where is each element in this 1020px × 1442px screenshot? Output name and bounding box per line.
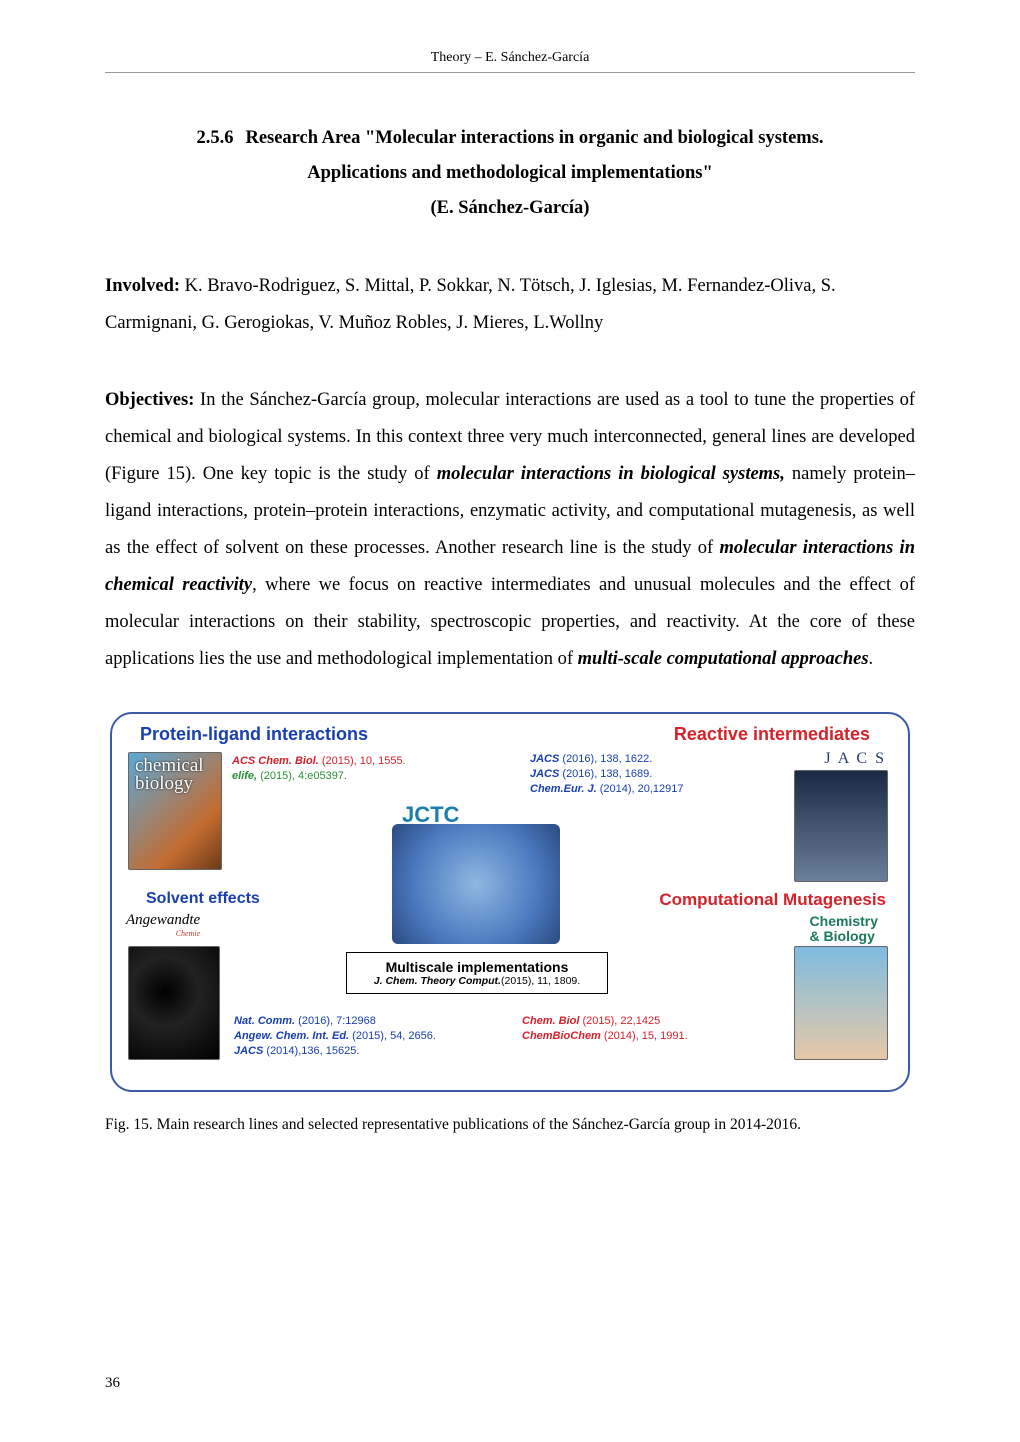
center-multiscale-box: Multiscale implementations J. Chem. Theo… xyxy=(346,952,608,994)
jacs-logo: J A C S xyxy=(824,750,886,768)
page-number: 36 xyxy=(105,1375,120,1392)
objectives-paragraph: Objectives: In the Sánchez-García group,… xyxy=(105,382,915,678)
objectives-emph3: multi-scale computational approaches xyxy=(578,649,869,669)
thumb-acs-chembiol-cover: chemicalbiology xyxy=(128,752,222,870)
refs-comp-mutagenesis: Chem. Biol (2015), 22,1425 ChemBioChem (… xyxy=(522,1014,688,1044)
section-title-line1: 2.5.6 Research Area "Molecular interactio… xyxy=(105,121,915,156)
center-box-title: Multiscale implementations xyxy=(357,959,597,975)
section-title-text1: Research Area "Molecular interactions in… xyxy=(245,128,823,148)
objectives-label: Objectives: xyxy=(105,390,194,410)
section-title-line3: (E. Sánchez-García) xyxy=(105,191,915,226)
refs-reactive: JACS (2016), 138, 1622. JACS (2016), 138… xyxy=(530,752,684,797)
figure-15-diagram: Protein-ligand interactions chemicalbiol… xyxy=(110,712,910,1092)
chemistry-biology-logo: Chemistry& Biology xyxy=(810,914,878,943)
running-header: Theory – E. Sánchez-García xyxy=(105,50,915,73)
involved-label: Involved: xyxy=(105,276,180,296)
involved-names: K. Bravo-Rodriguez, S. Mittal, P. Sokkar… xyxy=(105,276,836,333)
thumb-chembiol-cover xyxy=(794,946,888,1060)
refs-solvent: Nat. Comm. (2016), 7:12968 Angew. Chem. … xyxy=(234,1014,436,1059)
section-number: 2.5.6 xyxy=(196,121,233,156)
thumb-protein-structure xyxy=(392,824,560,944)
chembiology-logo: chemicalbiology xyxy=(135,757,204,793)
objectives-t6: . xyxy=(869,649,874,669)
fig-title-comp-mutagenesis: Computational Mutagenesis xyxy=(659,890,886,910)
thumb-angewandte-cover xyxy=(128,946,220,1060)
fig-title-reactive: Reactive intermediates xyxy=(674,724,870,745)
section-title: 2.5.6 Research Area "Molecular interactio… xyxy=(105,121,915,226)
fig-title-protein-ligand: Protein-ligand interactions xyxy=(140,724,368,745)
center-box-ref: J. Chem. Theory Comput.(2015), 11, 1809. xyxy=(357,975,597,987)
objectives-emph1: molecular interactions in biological sys… xyxy=(437,464,785,484)
section-title-line2: Applications and methodological implemen… xyxy=(105,156,915,191)
angewandte-logo: Angewandte Chemie xyxy=(126,912,200,938)
involved-paragraph: Involved: K. Bravo-Rodriguez, S. Mittal,… xyxy=(105,268,915,342)
thumb-jacs-cover xyxy=(794,770,888,882)
figure-15: Protein-ligand interactions chemicalbiol… xyxy=(110,712,910,1092)
refs-protein-ligand: ACS Chem. Biol. (2015), 10, 1555. elife,… xyxy=(232,754,406,784)
fig-title-solvent: Solvent effects xyxy=(146,890,260,908)
figure-caption: Fig. 15. Main research lines and selecte… xyxy=(105,1114,915,1136)
